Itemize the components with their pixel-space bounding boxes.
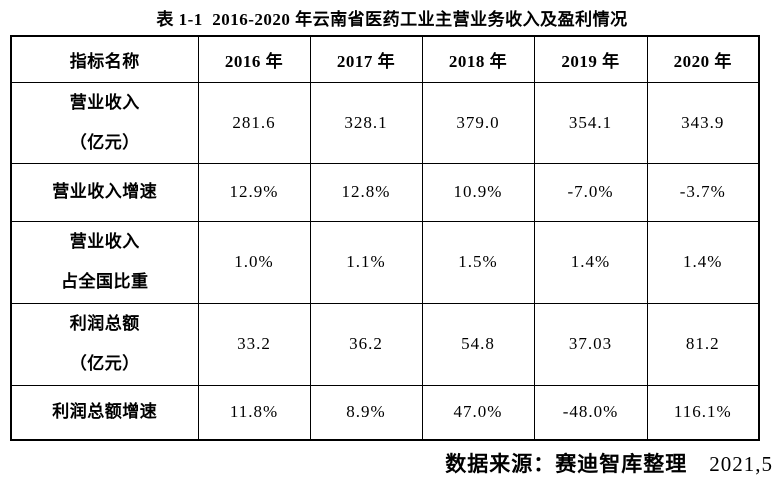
table-cell: 1.1% [309,220,423,304]
data-source-note: 数据来源：赛迪智库整理 2021,5 [445,448,773,478]
column-header-2017: 2017 年 [309,35,423,83]
data-table: 指标名称 2016 年 2017 年 2018 年 2019 年 2020 年 … [10,35,760,441]
table-cell: 12.9% [197,162,311,222]
table-row-profit-growth: 利润总额增速 11.8% 8.9% 47.0% -48.0% 116.1% [10,384,760,441]
column-header-2018: 2018 年 [421,35,535,83]
column-header-2019: 2019 年 [533,35,648,83]
table-cell: 1.5% [421,220,535,304]
table-cell: 328.1 [309,81,423,164]
row-label-national-share: 营业收入 占全国比重 [10,220,199,304]
row-label-profit: 利润总额 （亿元） [10,302,199,386]
table-row-revenue-growth: 营业收入增速 12.9% 12.8% 10.9% -7.0% -3.7% [10,162,760,222]
table-cell: 12.8% [309,162,423,222]
table-cell: 1.4% [646,220,760,304]
table-cell: 81.2 [646,302,760,386]
table-cell: 354.1 [533,81,648,164]
table-row-profit: 利润总额 （亿元） 33.2 36.2 54.8 37.03 81.2 [10,302,760,386]
row-label-revenue-growth: 营业收入增速 [10,162,199,222]
table-cell: 1.4% [533,220,648,304]
table-cell: -3.7% [646,162,760,222]
column-header-2016: 2016 年 [197,35,311,83]
row-label-revenue: 营业收入 （亿元） [10,81,199,164]
table-cell: 379.0 [421,81,535,164]
table-cell: 11.8% [197,384,311,441]
table-cell: 10.9% [421,162,535,222]
header-row: 指标名称 2016 年 2017 年 2018 年 2019 年 2020 年 [10,35,760,83]
table-cell: 8.9% [309,384,423,441]
table-cell: 54.8 [421,302,535,386]
table-cell: 36.2 [309,302,423,386]
table-cell: 1.0% [197,220,311,304]
column-header-indicator: 指标名称 [10,35,199,83]
table-cell: 281.6 [197,81,311,164]
table-caption: 表 1-1 2016-2020 年云南省医药工业主营业务收入及盈利情况 [156,10,628,29]
table-cell: 116.1% [646,384,760,441]
table-cell: 37.03 [533,302,648,386]
table-row-revenue: 营业收入 （亿元） 281.6 328.1 379.0 354.1 343.9 [10,81,760,164]
table-cell: -7.0% [533,162,648,222]
data-source-date: 2021,5 [709,452,773,476]
table-cell: -48.0% [533,384,648,441]
table-cell: 33.2 [197,302,311,386]
table-cell: 343.9 [646,81,760,164]
table-cell: 47.0% [421,384,535,441]
table-row-national-share: 营业收入 占全国比重 1.0% 1.1% 1.5% 1.4% 1.4% [10,220,760,304]
row-label-profit-growth: 利润总额增速 [10,384,199,441]
data-source-label: 数据来源：赛迪智库整理 [445,452,688,476]
column-header-2020: 2020 年 [646,35,760,83]
